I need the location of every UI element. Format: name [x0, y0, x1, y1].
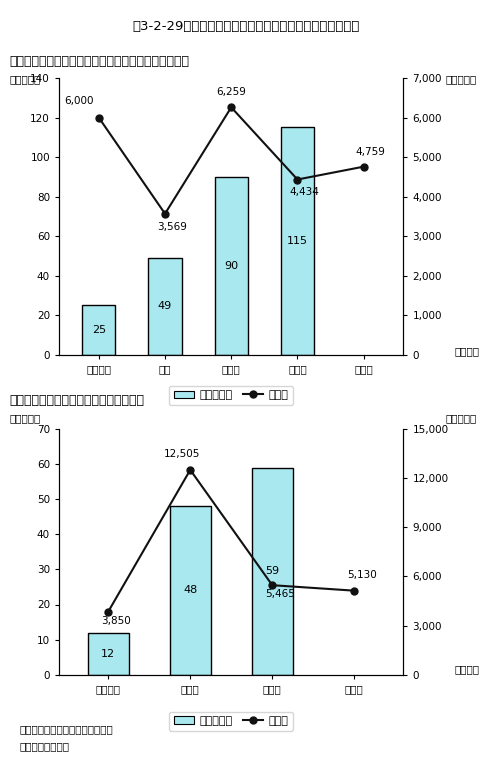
Text: 6,000: 6,000 — [64, 96, 93, 106]
Text: 3,850: 3,850 — [101, 615, 131, 626]
Text: 49: 49 — [158, 301, 172, 311]
Bar — [149, 258, 182, 355]
Text: （年度）: （年度） — [455, 346, 480, 356]
Bar — [82, 306, 115, 355]
Text: （施設数）: （施設数） — [10, 74, 41, 84]
Text: （百万円）: （百万円） — [446, 413, 477, 424]
Text: （百万円）: （百万円） — [446, 74, 477, 84]
Text: 6,259: 6,259 — [216, 87, 246, 98]
Text: 4,759: 4,759 — [355, 147, 385, 157]
Bar — [215, 177, 248, 355]
Text: 資料：文部省調べ: 資料：文部省調べ — [20, 741, 70, 751]
Text: 3,569: 3,569 — [156, 222, 186, 232]
Text: 4,434: 4,434 — [289, 187, 319, 197]
Text: 〇学術フロンティア推進事業の拡充状況: 〇学術フロンティア推進事業の拡充状況 — [10, 394, 145, 407]
Text: 59: 59 — [265, 566, 279, 576]
Text: 5,130: 5,130 — [347, 570, 377, 580]
Text: 注）各年度とも補正予算を含む。: 注）各年度とも補正予算を含む。 — [20, 724, 114, 734]
Text: 12: 12 — [101, 649, 115, 658]
Text: 25: 25 — [92, 325, 106, 335]
Legend: 累積施設数, 予算額: 累積施設数, 予算額 — [169, 386, 293, 405]
Bar — [88, 633, 129, 675]
Text: 第3-2-29図　私立大学学術研究高度化推進事業の進捗状況: 第3-2-29図 私立大学学術研究高度化推進事業の進捗状況 — [132, 20, 360, 33]
Text: 115: 115 — [287, 236, 308, 246]
Legend: 累積施設数, 予算額: 累積施設数, 予算額 — [169, 711, 293, 731]
Text: 5,465: 5,465 — [266, 589, 295, 599]
Bar — [281, 127, 314, 355]
Bar — [170, 506, 211, 675]
Text: （施設数）: （施設数） — [10, 413, 41, 424]
Bar — [252, 468, 293, 675]
Text: （年度）: （年度） — [455, 665, 480, 675]
Text: 12,505: 12,505 — [164, 449, 200, 459]
Text: 〇ハイテク・リサーチ・センター整備事業の拡充状況: 〇ハイテク・リサーチ・センター整備事業の拡充状況 — [10, 55, 190, 68]
Text: 48: 48 — [183, 586, 197, 595]
Text: 90: 90 — [224, 261, 238, 271]
